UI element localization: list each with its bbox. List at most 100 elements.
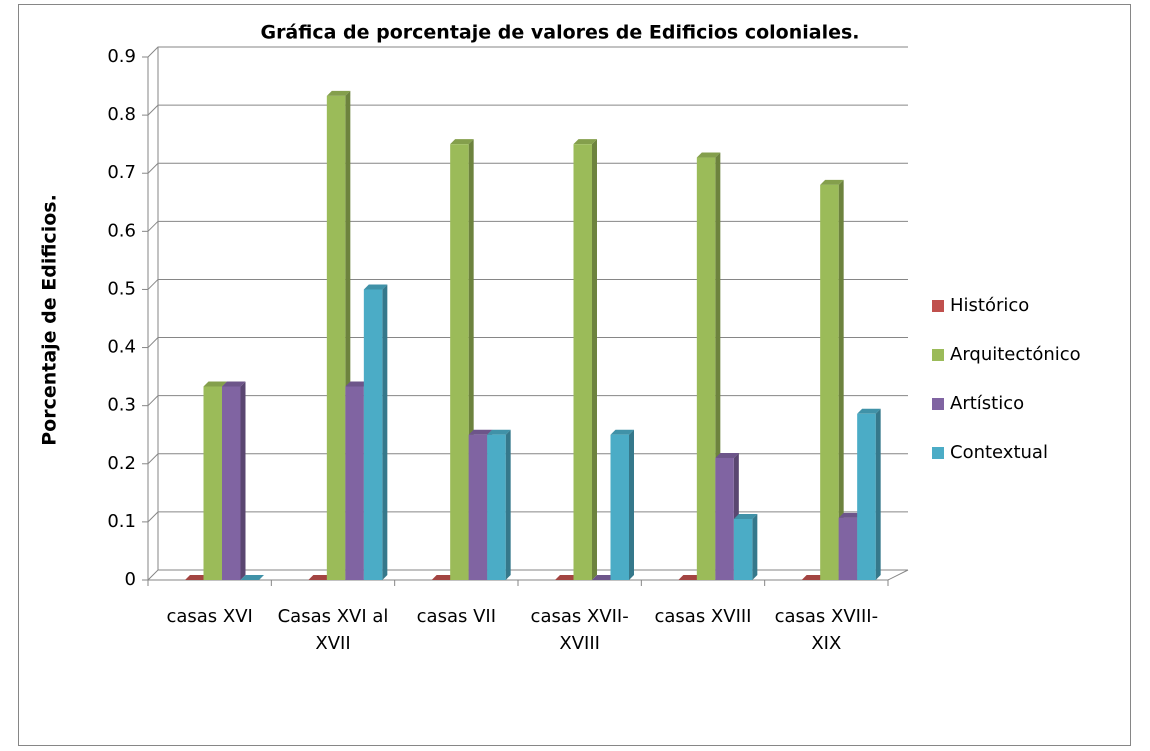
bar-top — [857, 408, 881, 414]
legend-swatch — [932, 349, 944, 361]
y-tick-label: 0.1 — [107, 511, 136, 532]
bar — [857, 408, 881, 580]
bar-top — [678, 575, 702, 580]
bar-top — [487, 429, 511, 435]
grid-line — [147, 278, 908, 290]
bar-front — [733, 518, 753, 580]
bar-side — [838, 179, 844, 580]
legend-label: Arquitectónico — [950, 344, 1081, 365]
bar — [592, 575, 616, 580]
grid-line — [147, 162, 908, 174]
y-tick-label: 0.3 — [107, 395, 136, 416]
y-tick-label: 0.2 — [107, 453, 136, 474]
bar-top — [326, 90, 351, 96]
y-tick-label: 0 — [125, 569, 136, 590]
bar — [487, 429, 511, 580]
bar-top — [185, 575, 209, 580]
bar-top — [240, 575, 264, 580]
x-tick-label: casas XVIII-XIX — [774, 606, 879, 654]
bar-front — [696, 157, 716, 580]
bar-front — [222, 386, 241, 580]
bar — [431, 575, 456, 580]
bar — [610, 429, 634, 580]
bar-top — [733, 513, 758, 519]
bar-top — [468, 429, 493, 435]
bar-front — [345, 386, 364, 580]
x-tick-label: casas VII — [416, 606, 497, 627]
grid-line — [147, 395, 908, 407]
grid-line — [147, 453, 908, 465]
bar — [308, 575, 332, 580]
bar-side — [629, 429, 634, 580]
bar-front — [468, 434, 488, 580]
bar-side — [592, 139, 597, 580]
bar — [733, 513, 758, 580]
grid-line — [147, 569, 908, 581]
bar-front — [326, 95, 346, 580]
bar — [678, 575, 702, 580]
bar-top — [801, 575, 826, 580]
bar-side — [240, 381, 246, 580]
bar-top — [838, 512, 863, 518]
x-tick-label: casas XVII- XVIII — [530, 606, 629, 654]
bar-side — [505, 429, 511, 580]
bar-top — [363, 284, 388, 290]
bar — [555, 575, 579, 580]
bar-front — [363, 289, 383, 580]
bar-top — [573, 139, 597, 145]
bar-front — [820, 184, 839, 580]
y-tick-label: 0.8 — [107, 104, 136, 125]
bar — [185, 575, 209, 580]
bar-top — [308, 575, 332, 580]
bar-top — [610, 429, 634, 435]
legend-swatch — [932, 398, 944, 410]
bar — [363, 284, 388, 580]
bar-front — [487, 434, 506, 580]
bar-front — [838, 517, 858, 580]
legend-label: Histórico — [950, 295, 1029, 316]
grid-line — [147, 511, 908, 523]
chart-title: Gráfica de porcentaje de valores de Edif… — [260, 22, 859, 44]
bar-top — [592, 575, 616, 580]
bar — [573, 139, 597, 580]
bar-front — [610, 434, 629, 580]
bar-side — [875, 408, 881, 580]
y-tick-label: 0.7 — [107, 162, 136, 183]
legend-swatch — [932, 447, 944, 459]
x-tick-label: casas XVIII — [654, 606, 752, 627]
bar-front — [715, 457, 734, 580]
bar-top — [450, 139, 474, 145]
bar-top — [555, 575, 579, 580]
y-axis-label: Porcentaje de Edificios. — [39, 194, 61, 446]
legend-label: Artístico — [950, 393, 1024, 414]
bar-top — [222, 381, 246, 387]
x-tick-label: Casas XVI al XVII — [277, 606, 389, 654]
bar-top — [715, 452, 739, 458]
bar-front — [857, 413, 876, 580]
grid-line — [147, 220, 908, 232]
bar-front — [203, 386, 222, 580]
bar-top — [696, 152, 721, 158]
y-tick-label: 0.5 — [107, 278, 136, 299]
y-tick-label: 0.4 — [107, 337, 136, 358]
y-tick-label: 0.6 — [107, 220, 136, 241]
legend-label: Contextual — [950, 442, 1048, 463]
bar — [801, 575, 826, 580]
grid-line — [147, 46, 908, 58]
bar-side — [382, 284, 388, 580]
y-tick-label: 0.9 — [107, 46, 136, 67]
bar-front — [450, 144, 469, 580]
bar — [222, 381, 246, 580]
x-tick-label: casas XVI — [166, 606, 253, 627]
grid-line — [147, 337, 908, 348]
legend-swatch — [932, 300, 944, 312]
bar-top — [203, 381, 227, 387]
bar-top — [345, 381, 369, 387]
grid-line — [147, 104, 908, 116]
bar — [820, 179, 844, 580]
bar-side — [752, 513, 758, 580]
bar-top — [431, 575, 456, 580]
bar-top — [820, 179, 844, 185]
